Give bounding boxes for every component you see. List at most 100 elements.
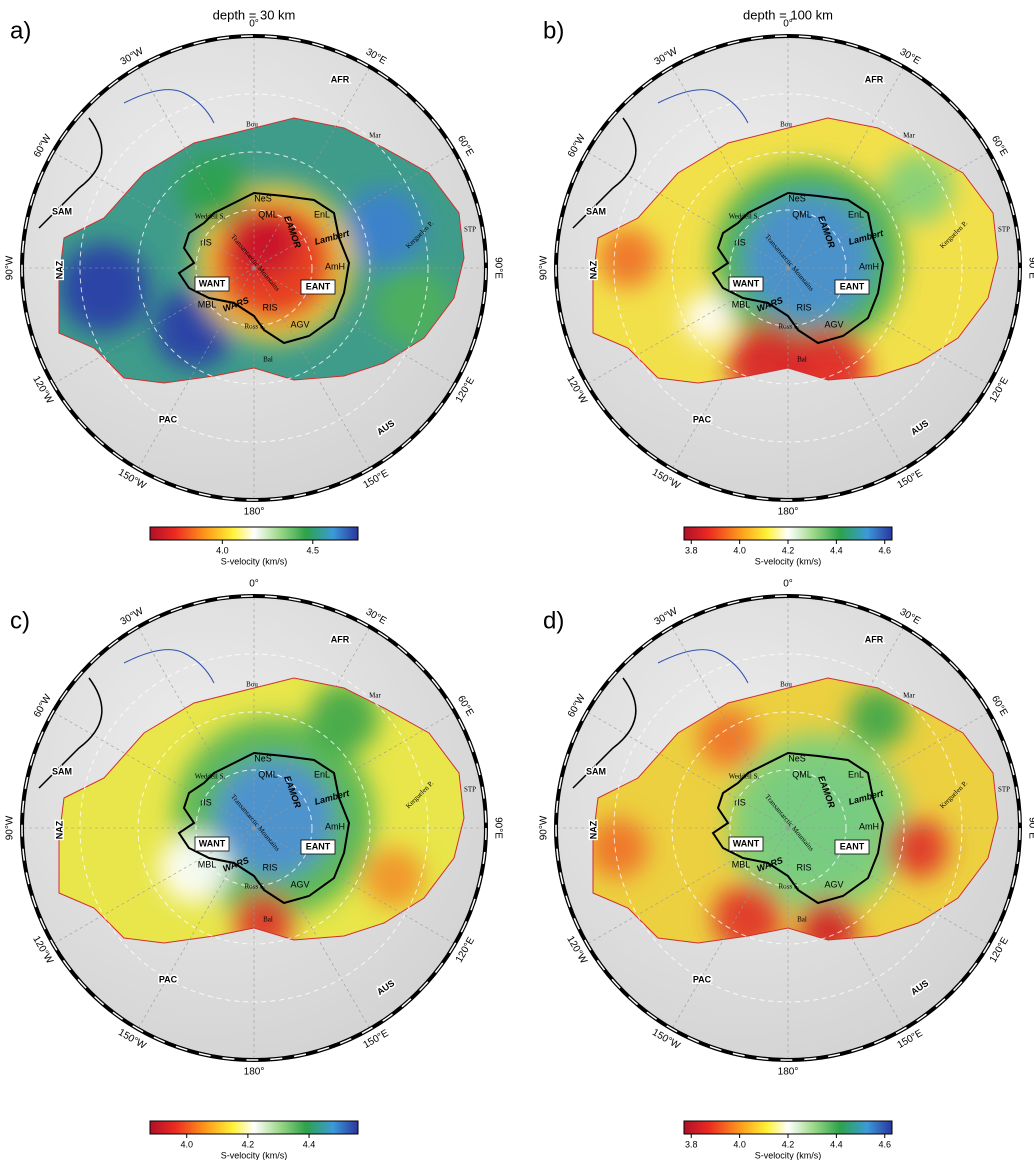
map [556, 36, 1020, 500]
map-label: Ross S. [778, 323, 799, 331]
longitude-label: 90°W [5, 255, 16, 280]
colorbar-tick-label: 4.0 [733, 545, 746, 555]
map-label: AmH [859, 821, 879, 831]
panel-label: b) [543, 17, 564, 44]
longitude-label: 180° [244, 1067, 265, 1078]
longitude-label: 180° [244, 507, 265, 518]
map-label: PAC [693, 974, 712, 984]
figure: a)depth = 30 km0°30°E60°E90°E120°E150°E1… [0, 0, 1034, 1160]
map-label: EnL [848, 209, 864, 219]
panel: d)depth = 200 km0°30°E60°E90°E120°E150°E… [539, 579, 1034, 1160]
map-label: WANT [199, 278, 226, 288]
longitude-label: 90°E [492, 817, 503, 839]
map-label: EANT [840, 841, 865, 851]
map-label: Bou [780, 121, 792, 129]
colorbar-tick-label: 4.2 [242, 1139, 255, 1149]
map-label: AFR [331, 74, 350, 84]
map-label: rIS [200, 237, 212, 247]
map-label: NAZ [54, 260, 64, 279]
velocity-anomaly [59, 243, 149, 333]
map-label: RIS [262, 302, 277, 312]
colorbar-tick-label: 4.0 [733, 1139, 746, 1149]
map-label: Mar [903, 692, 915, 700]
colorbar-label: S-velocity (km/s) [221, 556, 288, 566]
colorbar-label: S-velocity (km/s) [755, 556, 822, 566]
map-label: PAC [693, 414, 712, 424]
map-label: AGV [290, 319, 309, 329]
colorbar [684, 527, 892, 540]
colorbar-label: S-velocity (km/s) [221, 1150, 288, 1160]
map [22, 36, 486, 500]
map-label: Weddell S. [729, 773, 760, 781]
colorbar-tick-label: 4.4 [830, 1139, 843, 1149]
longitude-label: 90°W [5, 815, 16, 840]
map-label: Bal [263, 916, 273, 924]
panel-label: d) [543, 607, 564, 634]
map-label: Ross S. [778, 883, 799, 891]
longitude-label: 0° [783, 579, 793, 590]
map-label: SAM [586, 766, 606, 776]
map-label: Bou [780, 681, 792, 689]
map-label: Weddell S. [729, 213, 760, 221]
colorbar [150, 527, 358, 540]
velocity-anomaly [364, 848, 424, 908]
map-label: Ross S. [244, 323, 265, 331]
colorbar-label: S-velocity (km/s) [755, 1150, 822, 1160]
colorbar [684, 1121, 892, 1134]
velocity-anomaly [344, 188, 424, 268]
map-label: QML [258, 209, 278, 219]
map-label: MBL [198, 299, 217, 309]
page: a)depth = 30 km0°30°E60°E90°E120°E150°E1… [0, 0, 1034, 1165]
map-label: EnL [314, 769, 330, 779]
colorbar-tick-label: 4.2 [782, 1139, 795, 1149]
map-label: AmH [325, 821, 345, 831]
map-label: Bou [246, 121, 258, 129]
map-label: rIS [734, 797, 746, 807]
map-label: RIS [796, 302, 811, 312]
map-label: Bou [246, 681, 258, 689]
panel: a)depth = 30 km0°30°E60°E90°E120°E150°E1… [5, 7, 504, 566]
colorbar-tick-label: 4.0 [216, 545, 229, 555]
map-label: PAC [159, 974, 178, 984]
map-label: EANT [306, 841, 331, 851]
map-label: Weddell S. [195, 773, 226, 781]
map-label: MBL [732, 299, 751, 309]
map-label: Weddell S. [195, 213, 226, 221]
panel-label: a) [10, 17, 31, 44]
map-label: EnL [314, 209, 330, 219]
map-label: WANT [199, 838, 226, 848]
longitude-label: 90°E [492, 257, 503, 279]
colorbar-tick-label: 4.0 [180, 1139, 193, 1149]
longitude-label: 90°E [1026, 817, 1034, 839]
colorbar-tick-label: 4.4 [303, 1139, 316, 1149]
map-label: WANT [733, 278, 760, 288]
map-label: SAM [52, 206, 72, 216]
map-label: RIS [796, 862, 811, 872]
longitude-label: 180° [778, 1067, 799, 1078]
longitude-label: 90°W [539, 815, 550, 840]
velocity-anomaly [683, 293, 733, 343]
map-label: Mar [369, 692, 381, 700]
map-label: rIS [734, 237, 746, 247]
map-label: Mar [369, 132, 381, 140]
map-label: MBL [198, 859, 217, 869]
colorbar-tick-label: 4.4 [830, 545, 843, 555]
map-label: QML [258, 769, 278, 779]
colorbar-tick-label: 3.8 [685, 1139, 698, 1149]
map-label: AGV [824, 879, 843, 889]
map-label: STP [998, 226, 1010, 234]
map-label: QML [792, 209, 812, 219]
colorbar-tick-label: 4.6 [878, 545, 891, 555]
map-label: NeS [788, 753, 806, 763]
map-label: rIS [200, 797, 212, 807]
panel: b)depth = 100 km0°30°E60°E90°E120°E150°E… [539, 7, 1034, 566]
map-label: AGV [824, 319, 843, 329]
map-label: NeS [254, 753, 272, 763]
map-label: SAM [52, 766, 72, 776]
map-label: PAC [159, 414, 178, 424]
map-label: QML [792, 769, 812, 779]
map-label: AmH [859, 261, 879, 271]
map-label: SAM [586, 206, 606, 216]
velocity-anomaly [698, 708, 758, 768]
map-label: AFR [331, 634, 350, 644]
